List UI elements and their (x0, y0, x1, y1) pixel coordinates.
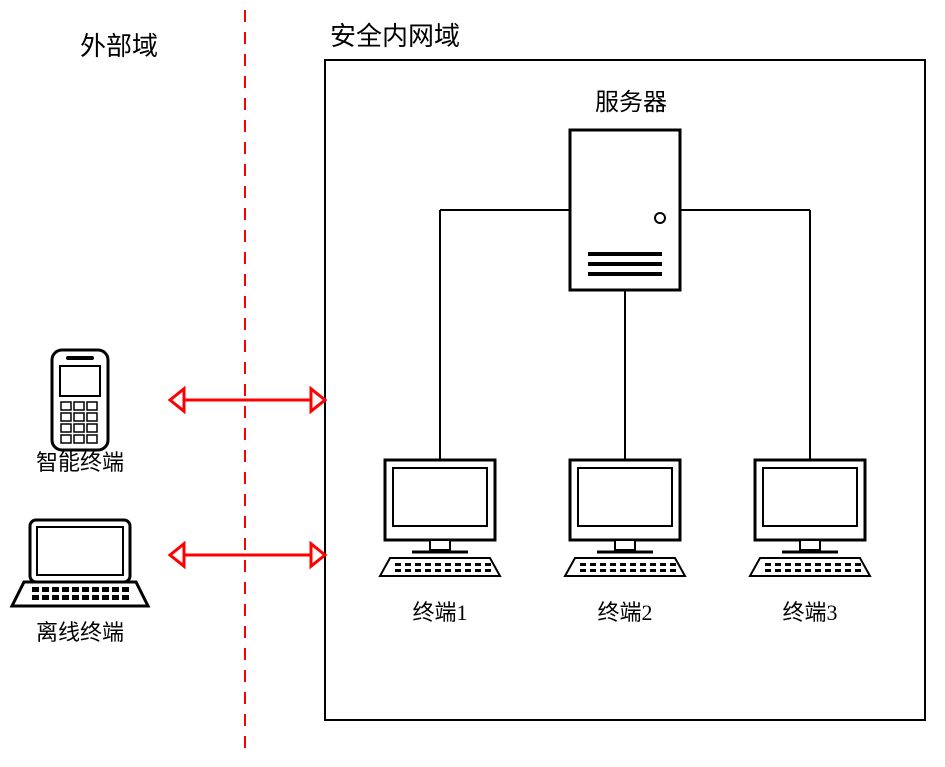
external-domain-title: 外部域 (80, 32, 158, 61)
offline-terminal-label: 离线终端 (36, 620, 124, 645)
terminal3-label: 终端3 (782, 600, 837, 625)
terminal1-label: 终端1 (412, 600, 467, 625)
phone-icon (52, 350, 108, 450)
canvas-bg (0, 0, 945, 767)
terminal1-icon (380, 460, 500, 576)
server-label: 服务器 (595, 89, 667, 116)
terminal2-icon (565, 460, 685, 576)
smart-terminal-label: 智能终端 (36, 450, 124, 475)
laptop-icon (12, 520, 148, 606)
internal-domain-title: 安全内网域 (330, 22, 460, 51)
terminal3-icon (750, 460, 870, 576)
terminal2-label: 终端2 (597, 600, 652, 625)
server-icon (570, 130, 680, 290)
